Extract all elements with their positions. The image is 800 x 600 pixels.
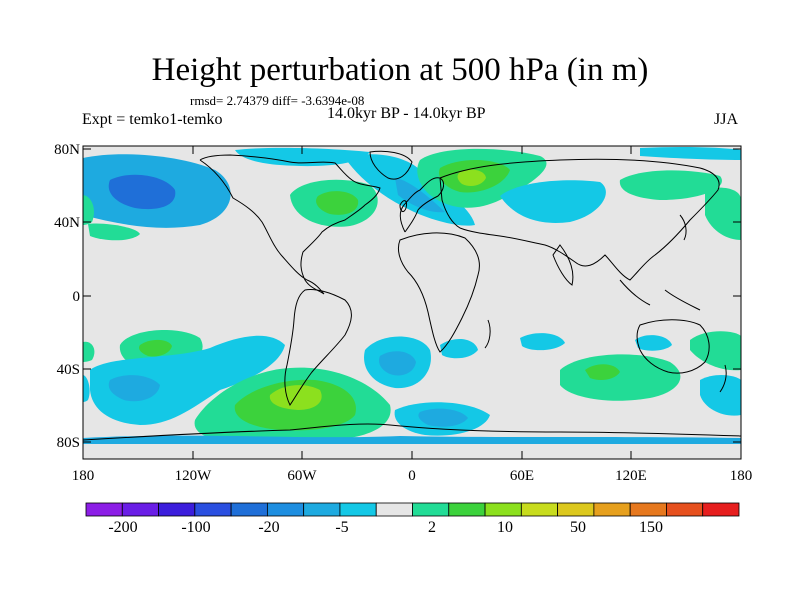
colorbar-label: -20 (258, 519, 280, 536)
contour-nw-pacific-positive (705, 187, 741, 240)
contour-arctic-canada (235, 147, 370, 167)
contour-eastern-pacific-north (88, 223, 140, 241)
contour-canada-positive-inner (316, 191, 359, 215)
lat-label-40n: 40N (54, 215, 80, 231)
coast-africa (397, 232, 480, 353)
contour-south-pacific-negative-inner (108, 375, 160, 402)
contour-eurasia-core (457, 169, 486, 186)
contour-north-pacific-inner (108, 174, 176, 210)
period-label: 14.0kyr BP - 14.0kyr BP (327, 105, 486, 122)
lon-label-180e: 180 (729, 468, 753, 484)
contour-africa-negative (440, 338, 478, 359)
contour-south-pacific-negative (90, 335, 285, 425)
coast-australia (636, 319, 710, 374)
coast-asia (439, 158, 720, 281)
contour-antarctic-strip (83, 435, 741, 444)
colorbar-swatch (448, 502, 486, 517)
coastlines (83, 150, 741, 441)
contour-dateline-south-west-pos (83, 341, 95, 362)
contour-south-indian-inner (418, 408, 468, 427)
plot-title: Height perturbation at 500 hPa (in m) (151, 52, 649, 88)
contour-fields (83, 146, 741, 444)
contour-south-indian-positive-inner (585, 364, 620, 380)
contour-australia-negative (635, 335, 672, 351)
colorbar-swatch (702, 502, 740, 517)
colorbar-swatch (194, 502, 232, 517)
colorbar-swatch (375, 502, 413, 517)
contour-dateline-positive-west (83, 195, 94, 225)
contour-southern-ocean-core (269, 385, 322, 410)
contour-arctic-strip (640, 146, 741, 160)
season-label: JJA (714, 111, 739, 128)
colorbar-swatch (121, 502, 159, 517)
colorbar-swatch (266, 502, 305, 517)
lon-label-180w: 180 (71, 468, 95, 484)
colorbar-label: -100 (181, 519, 211, 536)
experiment-label: Expt = temko1-temko (82, 111, 223, 128)
coast-india (552, 244, 574, 286)
colorbar-label: -5 (335, 519, 349, 536)
colorbar-swatch (520, 502, 559, 517)
colorbar-swatch (629, 502, 667, 517)
colorbar-swatch (593, 502, 631, 517)
coast-japan (679, 214, 687, 241)
contour-south-pacific-inner (138, 339, 172, 357)
axis-ticks (82, 146, 742, 459)
coast-southeast-asia (619, 279, 701, 311)
colorbar-swatch (484, 502, 522, 517)
lat-label-0: 0 (72, 289, 81, 305)
coast-north-america (199, 154, 381, 295)
contour-greenland-inner (395, 178, 445, 213)
colorbar (85, 502, 740, 517)
contour-siberia-negative (500, 180, 606, 223)
coast-antarctica (83, 423, 741, 441)
colorbar-swatch (303, 502, 341, 517)
colorbar-label: -200 (108, 519, 138, 536)
stats-line: rmsd= 2.74379 diff= -3.6394e-08 (190, 93, 365, 108)
colorbar-swatch (339, 502, 377, 517)
contour-dateline-south-negative (700, 375, 741, 416)
contour-south-atlantic-inner (379, 351, 416, 376)
lat-label-80s: 80S (56, 435, 80, 451)
lon-label-60w: 60W (287, 468, 317, 484)
colorbar-label: 2 (428, 519, 436, 536)
contour-dateline-south-west (83, 375, 90, 402)
colorbar-swatch (230, 502, 268, 517)
coast-uk (399, 200, 407, 213)
contour-indian-ocean-negative (520, 333, 565, 351)
contour-ne-asia-positive (619, 170, 722, 200)
colorbar-swatch (158, 502, 196, 517)
coast-south-america (284, 289, 352, 406)
lon-label-60e: 60E (509, 468, 535, 484)
contour-south-indian-positive (560, 354, 681, 401)
coast-madagascar (484, 319, 491, 349)
colorbar-label: 50 (570, 519, 586, 536)
lon-label-120w: 120W (174, 468, 212, 484)
colorbar-swatch (412, 502, 450, 517)
lat-label-80n: 80N (54, 142, 80, 158)
colorbar-swatch (557, 502, 595, 517)
colorbar-label: 10 (497, 519, 513, 536)
colorbar-swatch (85, 502, 123, 517)
lat-label-40s: 40S (56, 362, 80, 378)
coast-greenland (369, 150, 413, 180)
coast-new-zealand (719, 364, 727, 393)
contour-sw-pacific-positive (690, 331, 741, 371)
colorbar-swatch (666, 502, 704, 517)
lon-label-120e: 120E (615, 468, 647, 484)
lon-label-0: 0 (408, 468, 416, 484)
colorbar-label: 150 (639, 519, 663, 536)
